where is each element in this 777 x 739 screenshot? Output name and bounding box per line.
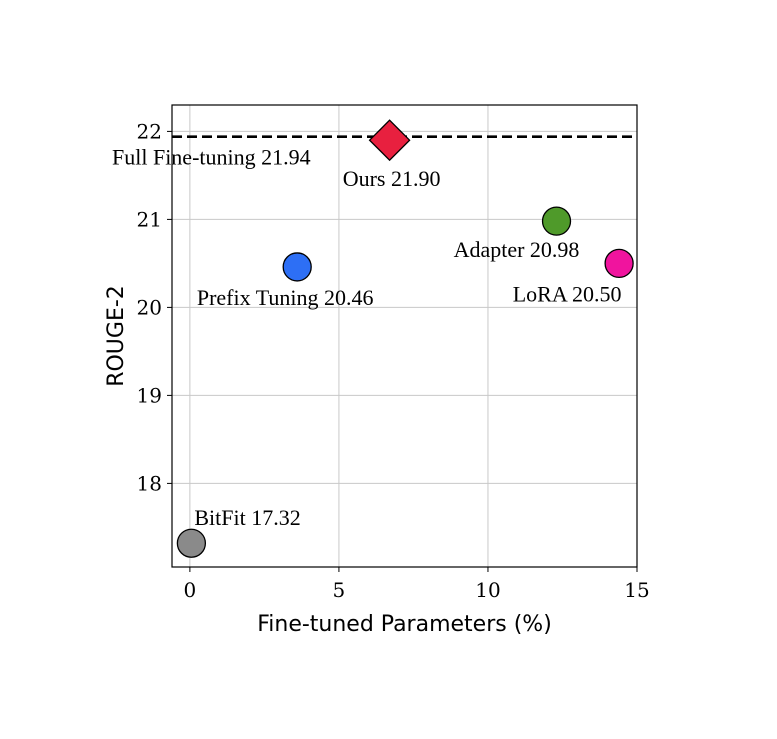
lora-marker — [604, 248, 634, 279]
prefix-tuning-marker — [282, 252, 312, 282]
x-tick-label: 0 — [184, 578, 197, 602]
y-tick-label: 18 — [137, 471, 162, 495]
ours-marker — [368, 119, 411, 162]
bitfit-label: BitFit 17.32 — [194, 505, 300, 530]
axis-ticks: 0 5 10 15 18 19 20 21 22 — [137, 119, 650, 602]
point-labels: Ours 21.90 Adapter 20.98 LoRA 20.50 Prefix … — [194, 166, 621, 530]
reference-lines: Full Fine-tuning 21.94 — [112, 135, 637, 170]
adapter-label: Adapter 20.98 — [454, 237, 580, 262]
ours-label: Ours 21.90 — [343, 166, 441, 191]
bitfit-marker — [176, 528, 207, 558]
plot-frame — [171, 104, 638, 568]
lora-label: LoRA 20.50 — [513, 281, 622, 306]
full-finetuning-label: Full Fine-tuning 21.94 — [112, 145, 311, 170]
x-axis-title: Fine-tuned Parameters (%) — [257, 612, 552, 637]
y-tick-label: 21 — [137, 207, 162, 231]
y-axis-title: ROUGE-2 — [104, 285, 129, 387]
x-tick-label: 15 — [624, 578, 649, 602]
y-tick-label: 22 — [137, 119, 162, 143]
adapter-marker — [541, 206, 572, 236]
data-points — [176, 119, 634, 558]
prefix-tuning-label: Prefix Tuning 20.46 — [197, 285, 374, 310]
y-tick-label: 19 — [137, 383, 162, 407]
y-tick-label: 20 — [137, 295, 162, 319]
x-tick-label: 10 — [475, 578, 500, 602]
x-tick-label: 5 — [333, 578, 346, 602]
